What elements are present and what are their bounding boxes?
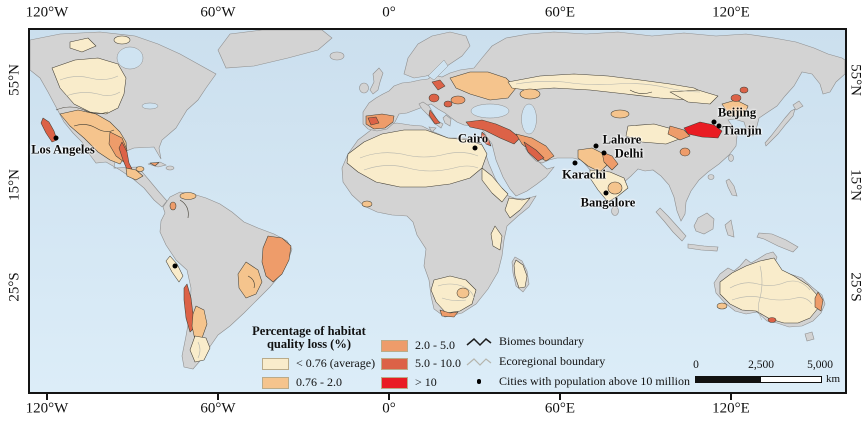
- city-dot-tianjin: [716, 123, 722, 129]
- legend-swatch-5-10: [381, 357, 408, 370]
- legend-symbol-row: Cities with population above 10 million: [466, 374, 690, 389]
- habitat-loss-patches-layer: [40, 35, 824, 363]
- lon-label-bottom: 60°W: [200, 400, 236, 417]
- city-dot-delhi: [601, 150, 607, 156]
- legend-class-row: 5.0 - 10.0: [381, 356, 461, 371]
- city-label-cairo: Cairo: [457, 131, 489, 146]
- lat-label-left: 15°N: [6, 169, 23, 201]
- city-label-delhi: Delhi: [614, 146, 644, 161]
- lat-label-right: 55°N: [847, 64, 864, 96]
- legend-symbol-row: Ecoregional boundary: [466, 354, 605, 369]
- inland-seas-layer: [116, 46, 537, 135]
- scale-bar-segment-filled: [695, 376, 760, 383]
- legend-swatch-lt-076: [262, 357, 289, 370]
- legend-title-line2: quality loss (%): [266, 337, 352, 351]
- legend-title: Percentage of habitat quality loss (%): [236, 325, 382, 351]
- lon-label-top: 120°E: [712, 4, 750, 21]
- world-map-svg: [30, 30, 845, 392]
- lon-label-top: 0°: [382, 4, 396, 21]
- lon-label-top: 60°E: [544, 4, 576, 21]
- lon-label-bottom: 120°E: [712, 400, 750, 417]
- city-dot-los-angeles: [53, 135, 59, 141]
- legend-swatch-076-2: [262, 376, 289, 389]
- city-label-bangalore: Bangalore: [580, 195, 636, 210]
- city-label-tianjin: Tianjin: [722, 123, 762, 138]
- legend-symbol-row: Biomes boundary: [466, 334, 584, 349]
- lat-label-left: 55°N: [6, 64, 23, 96]
- lat-label-right: 25°S: [847, 272, 864, 302]
- lon-label-top: 60°W: [200, 4, 236, 21]
- city-dot-unlabeled: [172, 263, 178, 269]
- city-dot-karachi: [572, 160, 578, 166]
- scale-bar-segment-open: [760, 376, 822, 383]
- scale-tick-label: 0: [693, 359, 699, 371]
- ecoregional-boundary-icon: [466, 356, 492, 368]
- legend-symbol-label: Ecoregional boundary: [499, 354, 606, 368]
- city-label-beijing: Beijing: [717, 105, 757, 120]
- city-dot-bangalore: [603, 190, 609, 196]
- city-dot-beijing: [711, 119, 717, 125]
- scale-bar-unit: km: [826, 373, 841, 385]
- axis-tick: [388, 394, 390, 400]
- legend-swatch-gt-10: [381, 376, 408, 389]
- axis-tick: [559, 394, 561, 400]
- legend-class-label: 0.76 - 2.0: [296, 375, 342, 389]
- lon-label-bottom: 60°E: [544, 400, 576, 417]
- city-dot-cairo: [472, 145, 478, 151]
- city-dot-lahore: [593, 143, 599, 149]
- legend-class-row: 0.76 - 2.0: [262, 375, 342, 390]
- city-label-lahore: Lahore: [602, 132, 642, 147]
- legend-swatch-2-5: [381, 339, 408, 352]
- legend-title-line1: Percentage of habitat: [252, 324, 366, 338]
- lat-label-right: 15°N: [847, 169, 864, 201]
- city-label-los-angeles: Los Angeles: [31, 142, 95, 157]
- scale-tick-label: 2,500: [748, 359, 774, 371]
- legend-class-row: 2.0 - 5.0: [381, 338, 455, 353]
- lon-label-bottom: 120°W: [25, 400, 69, 417]
- lon-label-bottom: 0°: [382, 400, 396, 417]
- scale-tick-label: 5,000: [807, 359, 833, 371]
- axis-tick: [730, 394, 732, 400]
- legend-class-row: < 0.76 (average): [262, 356, 375, 371]
- legend-symbol-label: Cities with population above 10 million: [499, 374, 690, 388]
- legend-symbol-label: Biomes boundary: [499, 334, 584, 348]
- lon-label-top: 120°W: [25, 4, 69, 21]
- legend-class-label: 2.0 - 5.0: [415, 338, 455, 352]
- axis-tick: [46, 394, 48, 400]
- ecoregional-boundaries-layer: [59, 75, 813, 359]
- lat-label-left: 25°S: [6, 272, 23, 302]
- legend-class-label: 5.0 - 10.0: [415, 356, 461, 370]
- axis-tick: [217, 394, 219, 400]
- city-dot-icon: [466, 379, 492, 384]
- legend-class-label: < 0.76 (average): [296, 356, 376, 370]
- biomes-boundary-icon: [466, 336, 492, 348]
- legend-class-label: > 10: [415, 375, 437, 389]
- biome-boundaries-layer: [55, 89, 653, 289]
- city-label-karachi: Karachi: [562, 167, 606, 182]
- legend-class-row: > 10: [381, 375, 437, 390]
- world-map: [28, 28, 847, 394]
